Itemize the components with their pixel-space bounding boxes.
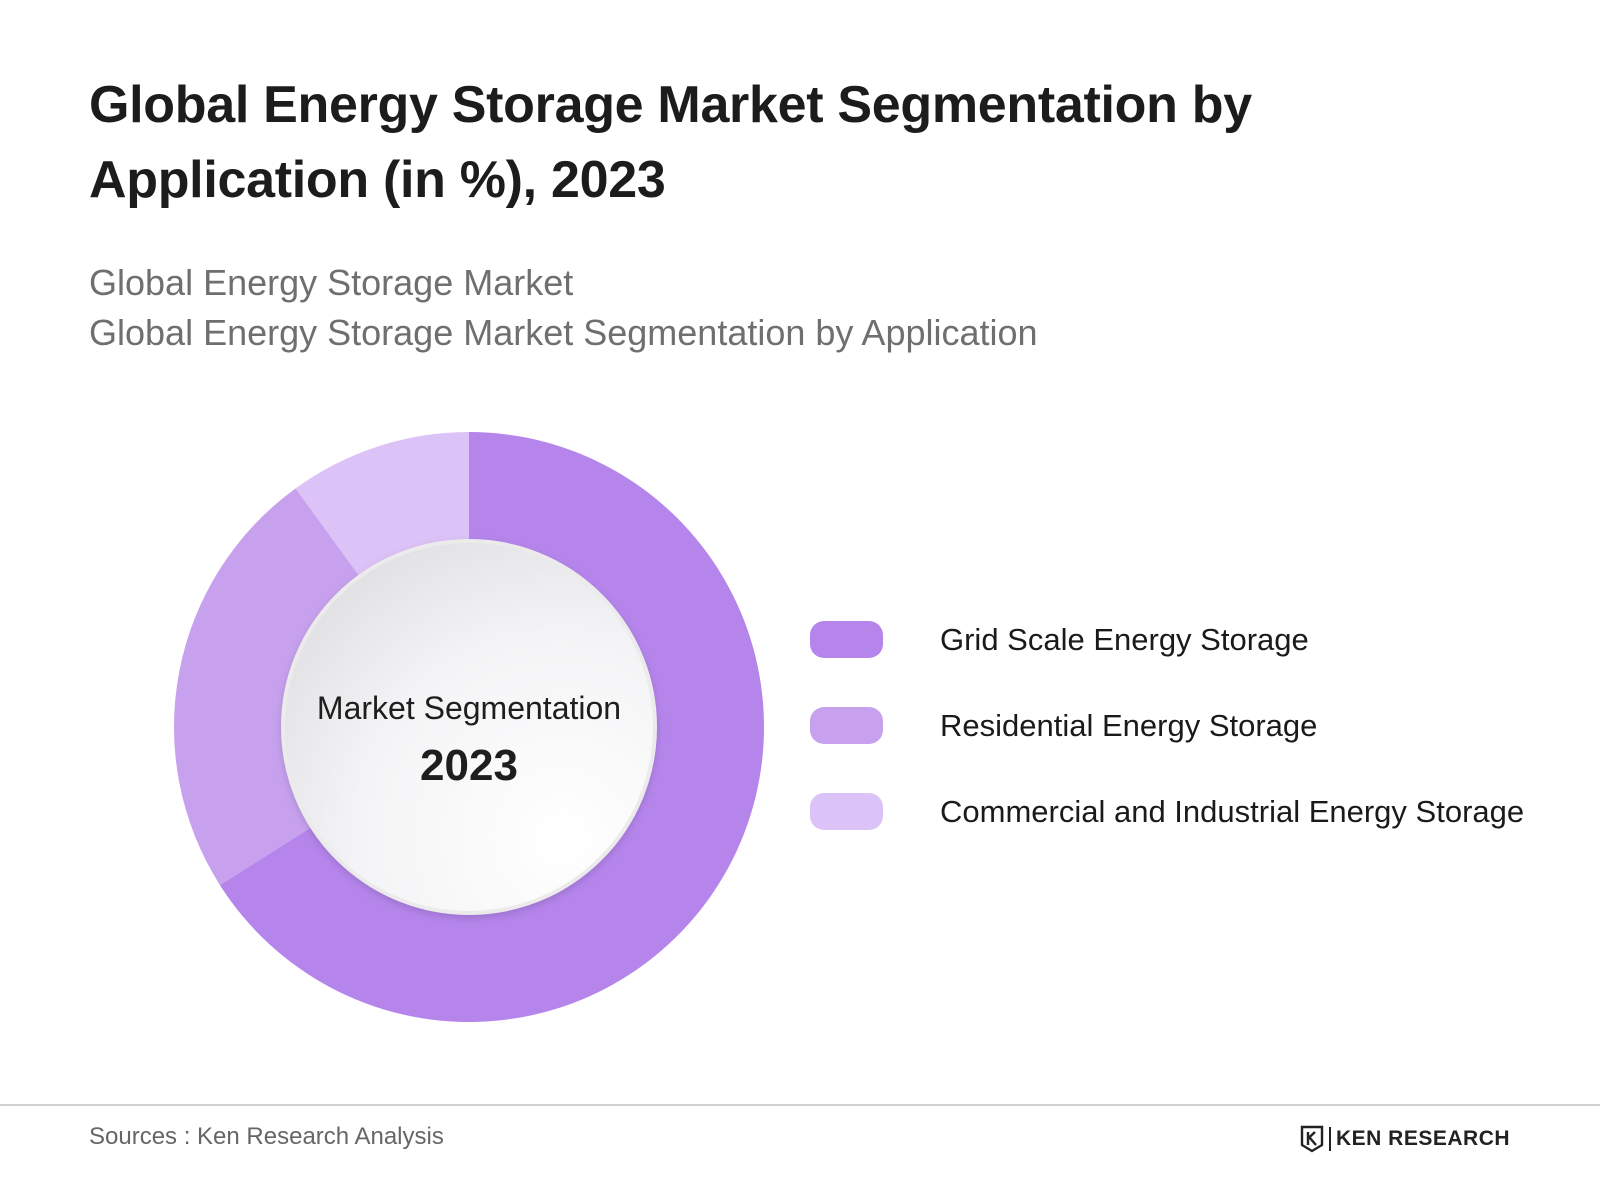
donut-center-label: Market Segmentation (316, 690, 622, 726)
donut-chart (173, 432, 764, 1022)
subtitle-line-segmentation: Global Energy Storage Market Segmentatio… (89, 312, 1038, 353)
donut-slice-residential (173, 488, 375, 886)
legend-item-commercial-industrial: Commercial and Industrial Energy Storage (810, 790, 1590, 876)
ken-research-logo-icon (1300, 1125, 1324, 1153)
legend-label-residential: Residential Energy Storage (940, 708, 1318, 743)
donut-center-year: 2023 (420, 741, 518, 790)
chart-legend: Grid Scale Energy Storage Residential En… (810, 618, 1590, 876)
legend-item-residential: Residential Energy Storage (810, 704, 1590, 790)
subtitle-line-market: Global Energy Storage Market (89, 262, 574, 303)
legend-swatch-commercial-industrial (810, 793, 883, 830)
donut-center-disc (281, 539, 657, 915)
footer-divider (0, 1104, 1600, 1106)
brand-name: KEN RESEARCH (1336, 1127, 1511, 1150)
legend-swatch-grid-scale (810, 621, 883, 658)
brand-logo: KEN RESEARCH (1300, 1122, 1510, 1156)
brand-separator (1329, 1127, 1331, 1151)
legend-label-grid-scale: Grid Scale Energy Storage (940, 622, 1309, 657)
chart-subtitle: Global Energy Storage Market Global Ener… (89, 258, 1389, 358)
legend-swatch-residential (810, 707, 883, 744)
legend-item-grid-scale: Grid Scale Energy Storage (810, 618, 1590, 704)
legend-label-commercial-industrial: Commercial and Industrial Energy Storage (940, 794, 1525, 829)
chart-title: Global Energy Storage Market Segmentatio… (89, 76, 1252, 209)
source-note: Sources : Ken Research Analysis (89, 1123, 444, 1150)
